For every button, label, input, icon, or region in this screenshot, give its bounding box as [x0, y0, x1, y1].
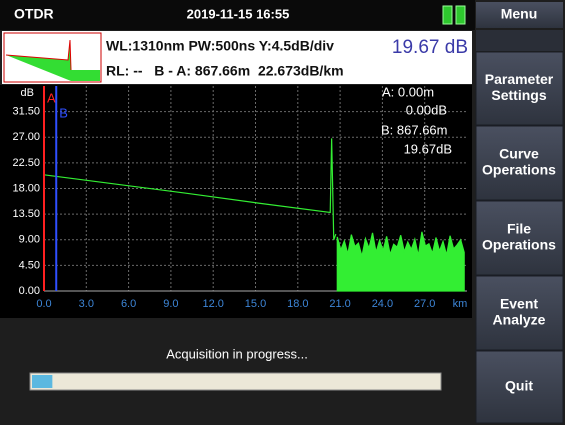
y-tick-label: 0.00: [19, 285, 40, 297]
cursor-readout: 0.00dB: [406, 102, 447, 117]
x-tick-label: 27.0: [414, 298, 435, 310]
cursor-readout: A: 0.00m: [382, 84, 434, 99]
menu-button[interactable]: [476, 2, 563, 28]
top-bar: [0, 0, 475, 30]
cursor-label: A: [47, 90, 56, 105]
y-tick-label: 18.00: [12, 182, 40, 194]
menu-button-label: Analyze: [493, 312, 546, 328]
y-tick-label: 22.50: [12, 157, 40, 169]
menu-button-label: Parameter: [485, 71, 554, 87]
menu-button-label: Quit: [505, 378, 533, 394]
x-tick-label: 21.0: [329, 298, 350, 310]
cursor-readout: B: 867.66m: [381, 122, 448, 137]
menu-button[interactable]: [475, 51, 564, 126]
progress-track: [29, 372, 442, 391]
side-menu: ParameterSettingsCurveOperationsFileOper…: [475, 30, 564, 424]
datetime: 2019-11-15 16:55: [187, 6, 290, 21]
x-tick-label: 3.0: [79, 298, 94, 310]
menu-spacer: [476, 30, 563, 51]
trace-line: [43, 138, 337, 240]
y-unit: dB: [21, 87, 34, 99]
x-tick-label: 24.0: [372, 298, 393, 310]
info-line1: WL:1310nm PW:500ns Y:4.5dB/div: [106, 38, 334, 54]
menu-button-label: File: [507, 221, 531, 237]
x-tick-label: 12.0: [202, 298, 223, 310]
menu-button[interactable]: [475, 200, 564, 276]
status-text: Acquisition in progress...: [166, 346, 308, 361]
menu-button-label: Curve: [499, 146, 539, 162]
y-tick-label: 13.50: [12, 208, 40, 220]
menu-button-label: Operations: [482, 237, 556, 253]
cursor-readout: 19.67dB: [404, 141, 452, 156]
x-tick-label: 15.0: [245, 298, 266, 310]
y-tick-label: 4.50: [19, 259, 40, 271]
x-tick-label: 9.0: [163, 298, 178, 310]
battery-icons: [442, 5, 466, 25]
chart: 0.00 4.50 9.00 13.50 18.00 22.50 27.00 31.50 0.0…: [12, 84, 467, 309]
menu-button[interactable]: [475, 275, 564, 351]
menu-button[interactable]: [475, 125, 564, 201]
menu-button-label: Event: [500, 296, 538, 312]
trace-area: [336, 231, 465, 292]
cursor-label: B: [59, 105, 68, 120]
x-unit: km: [453, 298, 468, 310]
menu-button[interactable]: [475, 350, 564, 424]
info-reading: 19.67 dB: [392, 37, 468, 58]
x-tick-label: 18.0: [287, 298, 308, 310]
menu-button-label: Settings: [491, 87, 546, 103]
thumbnail: [3, 32, 102, 83]
menu-button-label: Operations: [482, 162, 556, 178]
x-tick-label: 0.0: [36, 298, 51, 310]
app-title: OTDR: [14, 6, 54, 22]
info-line2: RL: -- B - A: 867.66m 22.673dB/km: [106, 63, 344, 79]
y-tick-label: 9.00: [19, 234, 40, 246]
menu-label: Menu: [501, 6, 538, 22]
y-tick-label: 27.00: [12, 131, 40, 143]
x-tick-label: 6.0: [121, 298, 136, 310]
y-tick-label: 31.50: [12, 106, 40, 118]
progress-fill: [32, 375, 53, 388]
